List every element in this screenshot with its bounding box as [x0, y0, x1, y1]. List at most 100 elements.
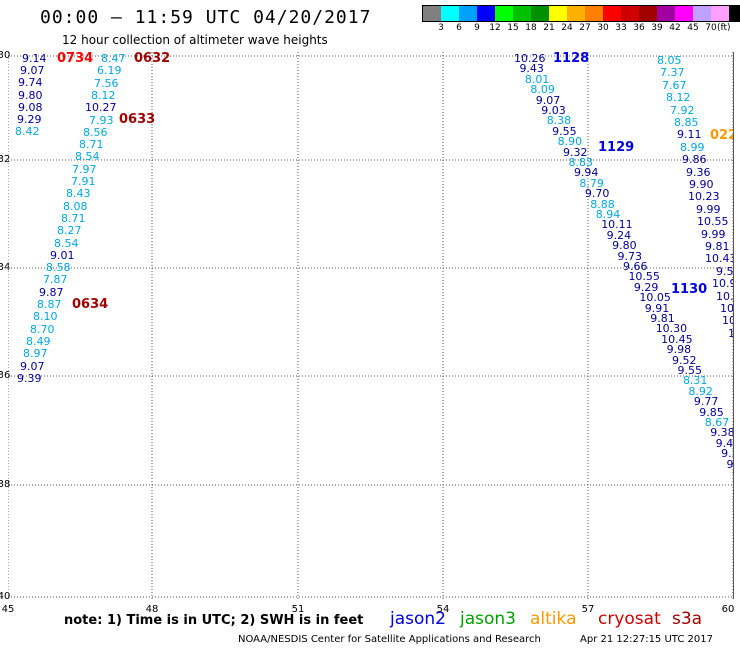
wave-height-value: 8.94: [595, 208, 621, 221]
color-swatch: [621, 6, 639, 21]
wave-height-value: 8.05: [657, 54, 682, 67]
wave-height-value: 10.: [722, 314, 733, 328]
color-scale-unit: (ft): [717, 23, 731, 33]
wave-height-value: 9.29: [633, 280, 659, 294]
wave-height-value: 6.19: [97, 64, 122, 78]
color-scale-tick-label: 15: [507, 23, 519, 33]
satellite-legend-altika: altika: [530, 609, 577, 629]
wave-height-value: 9.24: [606, 228, 632, 242]
wave-height-value: 9.38: [710, 426, 733, 440]
wave-height-value: 9.07: [20, 359, 45, 373]
color-scale-tick-label: 30: [597, 23, 609, 33]
color-swatch: [531, 6, 549, 21]
wave-height-value: 9.98: [666, 343, 692, 357]
wave-height-value: 9.: [732, 469, 733, 480]
color-swatch: [639, 6, 657, 21]
wave-height-value: 8.08: [63, 199, 88, 213]
wave-height-value: 10.45: [661, 332, 693, 346]
pass-time-label: 1129: [598, 140, 635, 155]
color-swatch: [477, 6, 495, 21]
wave-height-value: 8.70: [30, 322, 55, 336]
wave-height-value: 8.83: [568, 156, 594, 169]
latitude-label: -32: [0, 154, 11, 165]
color-scale-tick-label: 6: [456, 23, 462, 33]
wave-height-value: 8.67: [704, 416, 730, 429]
wave-height-value: 8.88: [590, 197, 615, 211]
wave-height-value: 7.87: [43, 273, 68, 287]
longitude-label: 54: [436, 604, 450, 615]
pass-time-label: 1128: [553, 52, 590, 66]
wave-height-value: 8.79: [579, 176, 604, 190]
wave-height-value: 9.80: [612, 239, 637, 253]
wave-height-value: 9.29: [17, 113, 42, 126]
wave-height-value: 9.99: [696, 202, 721, 216]
color-swatch: [567, 6, 585, 21]
wave-height-value: 9.74: [18, 76, 43, 90]
map-subtitle: 12 hour collection of altimeter wave hei…: [62, 33, 328, 47]
color-swatch: [495, 6, 513, 21]
map-frame-right-edge: [733, 52, 734, 599]
color-swatch: [459, 6, 477, 21]
pass-time-label: 0734: [57, 52, 94, 66]
footer-credit: NOAA/NESDIS Center for Satellite Applica…: [238, 634, 541, 645]
wave-height-value: 7.37: [660, 66, 685, 80]
wave-height-value: 9.66: [623, 260, 648, 273]
map-plot-area: 9.14 9.07 9.74 9.80 9.08 9.29 8.42 8.47 6.19 7.56…: [8, 52, 733, 599]
wave-height-value: 10.55: [628, 270, 660, 284]
wave-height-value: 8.12: [91, 88, 116, 102]
wave-height-value: 9.43: [519, 62, 544, 76]
wave-height-value: 8.10: [33, 310, 58, 324]
color-scale-tick-label: 36: [633, 23, 645, 33]
color-swatch: [603, 6, 621, 21]
color-scale-tick-label: 3: [438, 23, 444, 33]
pass-time-label: 0227: [710, 128, 733, 143]
wave-height-value: 9.4: [726, 457, 733, 471]
wave-height-value: 8.90: [557, 135, 583, 149]
wave-height-value: 9.14: [22, 52, 47, 65]
color-scale-tick-label: 18: [525, 23, 537, 33]
color-swatch: [675, 6, 693, 21]
wave-height-value: 10.26: [514, 52, 546, 65]
color-scale-tick-label: 24: [561, 23, 573, 33]
wave-height-value: 10.11: [601, 218, 633, 232]
footer-note: note: 1) Time is in UTC; 2) SWH is in fe…: [64, 613, 364, 628]
wave-height-value: 7.56: [94, 76, 119, 90]
color-scale-tick-label: 12: [489, 23, 501, 33]
wave-height-value: 8.54: [75, 150, 100, 164]
wave-height-value: 9.99: [701, 227, 726, 241]
color-scale-tick-label: 70: [705, 23, 717, 33]
wave-height-value: 9.08: [18, 100, 43, 114]
wave-height-value: 9.80: [18, 88, 43, 102]
pass-time-label: 0633: [119, 112, 156, 127]
latitude-label: -40: [0, 591, 11, 602]
wave-height-value: 9.91: [644, 301, 670, 315]
wave-height-value: 10.5: [716, 289, 733, 303]
pass-time-label: 1130: [671, 282, 708, 297]
wave-height-value: 9.56: [716, 264, 733, 278]
wave-height-value: 9.01: [50, 248, 75, 262]
color-swatch: [657, 6, 675, 21]
wave-height-value: 9.55: [552, 124, 577, 138]
latitude-label: -38: [0, 479, 11, 490]
wave-height-value: 8.97: [23, 347, 48, 361]
wave-height-value: 9.73: [617, 249, 643, 263]
wave-height-value: 7.67: [662, 78, 687, 92]
wave-height-value: 8.49: [26, 334, 51, 348]
color-scale-tick-label: 42: [669, 23, 681, 33]
wave-height-value: 8.31: [682, 374, 708, 388]
color-swatch: [711, 6, 729, 21]
wave-height-value: 9.86: [682, 153, 707, 167]
wave-height-value: 9.03: [541, 104, 566, 117]
color-swatch: [513, 6, 531, 21]
color-scale-tick-label: 45: [687, 23, 699, 33]
wave-height-value: 8.43: [66, 187, 91, 201]
wave-height-value: 7.93: [89, 113, 114, 127]
map-title: 00:00 – 11:59 UTC 04/20/2017: [40, 7, 372, 28]
latitude-label: -36: [0, 370, 11, 381]
wave-height-value: 10.91: [712, 277, 733, 291]
wave-height-value: 8.92: [688, 384, 713, 398]
wave-height-value: 8.99: [680, 140, 705, 154]
wave-height-value: 9.55: [677, 364, 703, 377]
wave-height-value: 9.77: [693, 395, 719, 409]
satellite-legend-jason3: jason3: [460, 609, 516, 629]
